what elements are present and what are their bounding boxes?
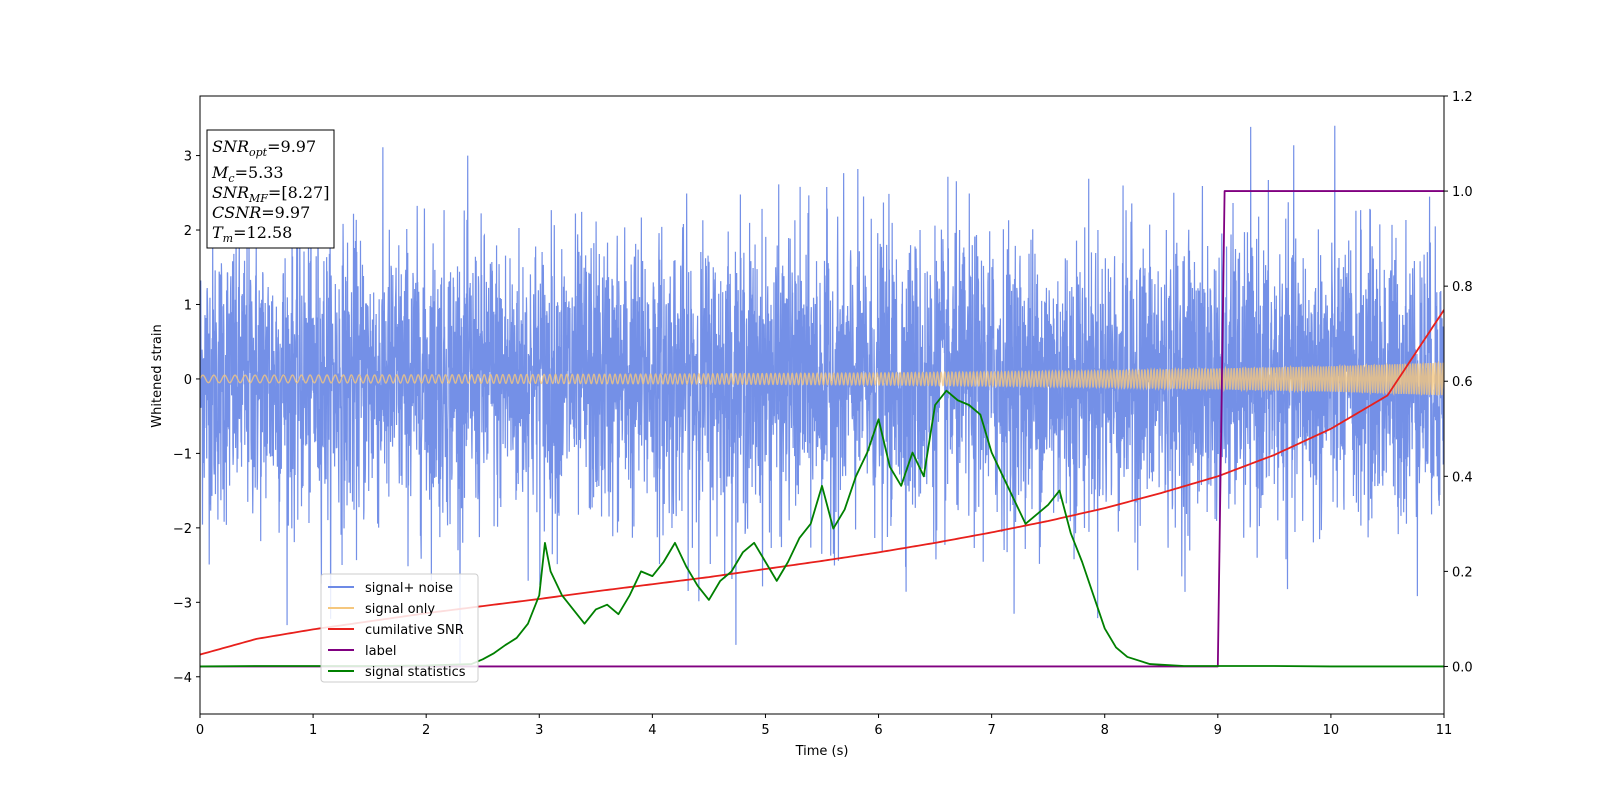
line-signal-statistics bbox=[200, 389, 1444, 668]
y-right-tick-label: 0.4 bbox=[1452, 470, 1473, 485]
x-tick-label: 11 bbox=[1436, 723, 1453, 738]
y-left-tick-label: 1 bbox=[184, 298, 192, 313]
info-tm: Tm=12.58 bbox=[212, 223, 292, 245]
x-tick-label: 9 bbox=[1214, 723, 1222, 738]
legend-entry: signal only bbox=[328, 602, 435, 617]
legend-label: label bbox=[365, 644, 396, 659]
legend-entry: signal+ noise bbox=[328, 581, 453, 596]
y-left-tick-label: 3 bbox=[184, 150, 192, 165]
info-box: SNRopt=9.97 Mc=5.33 SNRMF=[8.27] CSNR=9.… bbox=[206, 129, 335, 249]
info-snr-opt: SNRopt=9.97 bbox=[212, 137, 316, 159]
line-label bbox=[200, 190, 1444, 668]
x-tick-label: 8 bbox=[1101, 723, 1109, 738]
legend-box bbox=[320, 573, 479, 683]
x-tick-label: 3 bbox=[535, 723, 543, 738]
y-left-tick-label: −4 bbox=[173, 671, 192, 686]
x-tick-label: 7 bbox=[987, 723, 995, 738]
y-left-tick-label: −1 bbox=[173, 447, 192, 462]
x-axis-label: Time (s) bbox=[795, 744, 849, 759]
legend-label: signal statistics bbox=[365, 665, 466, 680]
x-tick-label: 1 bbox=[309, 723, 317, 738]
legend-label: signal+ noise bbox=[365, 581, 453, 596]
x-tick-label: 0 bbox=[196, 723, 204, 738]
legend: signal+ noise signal only cumilative SNR la… bbox=[320, 573, 479, 683]
x-tick-label: 6 bbox=[874, 723, 882, 738]
y-right-tick-label: 0.8 bbox=[1452, 280, 1473, 295]
legend-entry: signal statistics bbox=[328, 665, 466, 680]
info-snr-mf: SNRMF=[8.27] bbox=[212, 183, 329, 205]
legend-entry: cumilative SNR bbox=[328, 623, 464, 638]
x-tick-label: 4 bbox=[648, 723, 656, 738]
y-left-tick-label: 2 bbox=[184, 224, 192, 239]
series-signal-only bbox=[200, 360, 1444, 397]
legend-label: cumilative SNR bbox=[365, 623, 464, 638]
x-tick-label: 10 bbox=[1323, 723, 1340, 738]
y-right-tick-label: 0.2 bbox=[1452, 565, 1473, 580]
x-tick-label: 5 bbox=[761, 723, 769, 738]
y-right-tick-label: 1.0 bbox=[1452, 185, 1473, 200]
y-left-tick-label: −3 bbox=[173, 596, 192, 611]
y-right-tick-label: 0.0 bbox=[1452, 660, 1473, 675]
x-axis: 0 1 2 3 4 5 6 7 8 9 10 11 bbox=[196, 714, 1452, 738]
legend-entry: label bbox=[328, 644, 396, 659]
y-right-tick-label: 1.2 bbox=[1452, 90, 1473, 105]
x-tick-label: 2 bbox=[422, 723, 430, 738]
y-right-tick-label: 0.6 bbox=[1452, 375, 1473, 390]
line-signal-only bbox=[200, 360, 1444, 397]
y-axis-left: 3 2 1 0 −1 −2 −3 −4 bbox=[173, 150, 200, 686]
legend-label: signal only bbox=[365, 602, 435, 617]
y-axis-right: 1.2 1.0 0.8 0.6 0.4 0.2 0.0 bbox=[1444, 90, 1473, 675]
y-left-tick-label: −2 bbox=[173, 522, 192, 537]
y-axis-label: Whitened strain bbox=[150, 324, 165, 427]
y-left-tick-label: 0 bbox=[184, 373, 192, 388]
info-mc: Mc=5.33 bbox=[211, 163, 284, 185]
plot-frame bbox=[199, 95, 1445, 715]
info-csnr: CSNR=9.97 bbox=[212, 203, 310, 222]
